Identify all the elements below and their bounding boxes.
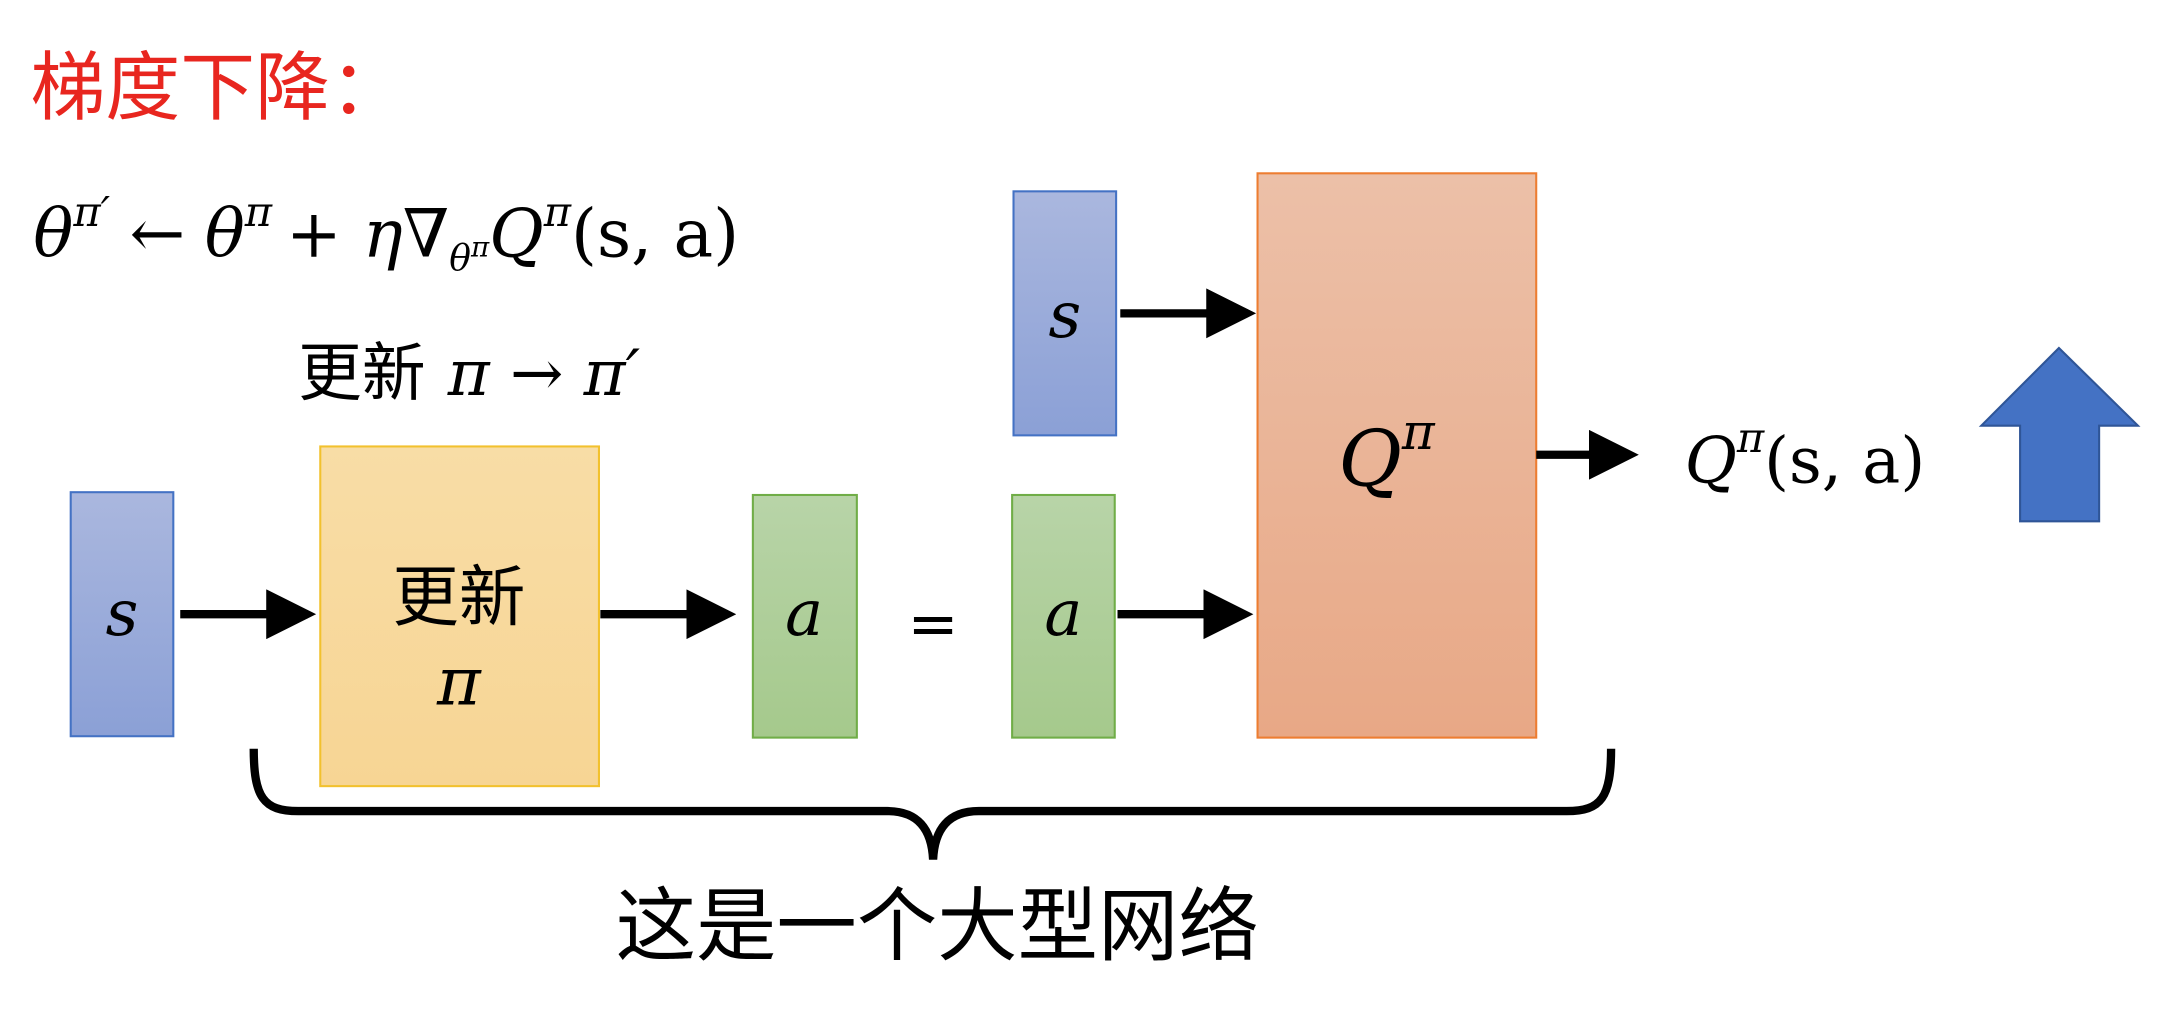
action-output: a [751,493,858,739]
state-input-left: s [69,491,175,738]
svg-text:更新π → π′: 更新 π → π′ [298,337,640,411]
update-formula: θπ′ ← θπ + η∇θπQπ(s, a) [33,187,739,279]
svg-text:θπ′←θπ+ η∇θπQπ(s, a): θπ′ ← θπ + η∇θπQπ(s, a) [33,187,739,279]
svg-text:s: s [106,577,139,651]
action-input: a [1011,493,1116,739]
state-input-top: s [1012,190,1118,437]
title: 梯度下降： [31,45,405,132]
svg-text:Qπ: Qπ [1338,403,1436,504]
arrows [180,288,1639,640]
svg-text:π: π [436,642,482,720]
q-value-output: Qπ(s, a) [1685,413,1926,499]
policy-network: 更新 π [319,445,600,788]
caption: 这是一个大型网络 [616,879,1259,973]
update-policy-label: 更新 π → π′ [298,337,640,411]
svg-text:a: a [1044,577,1082,651]
equals-sign: = [908,589,959,660]
curly-brace [249,748,1616,860]
svg-text:a: a [785,577,823,651]
up-arrow-icon [1978,346,2141,523]
q-network: Qπ [1256,172,1538,739]
svg-text:更新: 更新 [392,558,525,636]
svg-text:s: s [1048,279,1081,353]
